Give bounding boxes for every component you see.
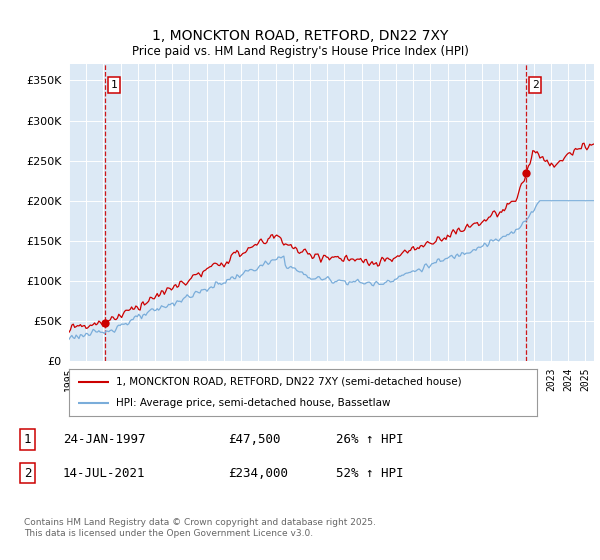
Text: 14-JUL-2021: 14-JUL-2021 bbox=[63, 466, 146, 480]
Text: 2: 2 bbox=[532, 80, 539, 90]
Text: £47,500: £47,500 bbox=[228, 433, 281, 446]
Text: 26% ↑ HPI: 26% ↑ HPI bbox=[336, 433, 404, 446]
Text: Price paid vs. HM Land Registry's House Price Index (HPI): Price paid vs. HM Land Registry's House … bbox=[131, 45, 469, 58]
Text: 1, MONCKTON ROAD, RETFORD, DN22 7XY (semi-detached house): 1, MONCKTON ROAD, RETFORD, DN22 7XY (sem… bbox=[116, 376, 461, 386]
Text: 24-JAN-1997: 24-JAN-1997 bbox=[63, 433, 146, 446]
Text: HPI: Average price, semi-detached house, Bassetlaw: HPI: Average price, semi-detached house,… bbox=[116, 398, 391, 408]
Text: 1: 1 bbox=[24, 433, 32, 446]
Text: 1: 1 bbox=[110, 80, 118, 90]
Text: 1, MONCKTON ROAD, RETFORD, DN22 7XY: 1, MONCKTON ROAD, RETFORD, DN22 7XY bbox=[152, 29, 448, 44]
Text: £234,000: £234,000 bbox=[228, 466, 288, 480]
Text: 2: 2 bbox=[24, 466, 32, 480]
Text: 52% ↑ HPI: 52% ↑ HPI bbox=[336, 466, 404, 480]
Text: Contains HM Land Registry data © Crown copyright and database right 2025.
This d: Contains HM Land Registry data © Crown c… bbox=[24, 518, 376, 538]
